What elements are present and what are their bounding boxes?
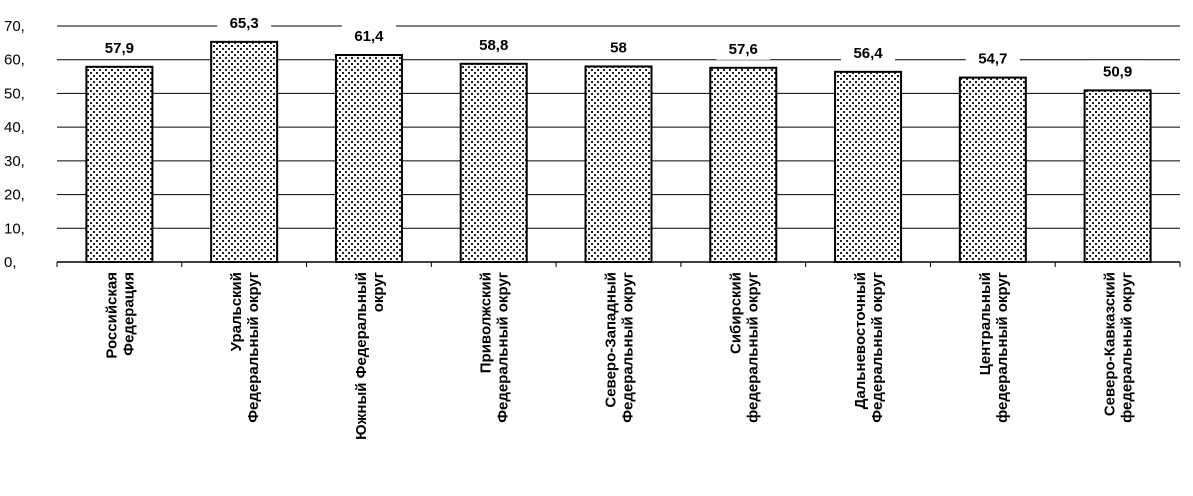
bar: [584, 65, 653, 264]
data-label-backing: [965, 47, 1020, 70]
data-label-backing: [92, 36, 147, 59]
data-label: 57,9: [105, 40, 134, 57]
data-label: 58,8: [479, 37, 508, 54]
x-category-label: Северо-Западный Федеральный округ: [603, 272, 637, 423]
x-category-label-line: Дальневосточный: [852, 272, 869, 409]
y-tick-label: 0,: [4, 254, 17, 271]
x-category-label: Южный Федеральный округ: [353, 272, 387, 440]
data-label-backing: [466, 33, 521, 56]
x-category-label-line: Федеральный округ: [869, 272, 886, 423]
y-tick-label: 50,: [4, 85, 25, 102]
data-label: 54,7: [978, 51, 1007, 68]
y-tick-label: 60,: [4, 52, 25, 69]
data-label: 65,3: [230, 15, 259, 32]
data-label: 57,6: [729, 41, 758, 58]
x-category-label: Центральный федеральный округ: [977, 272, 1011, 423]
x-category-label: Дальневосточный Федеральный округ: [852, 272, 886, 423]
x-category-label-line: Федеральный округ: [495, 272, 512, 423]
x-category-label-line: Российская: [103, 272, 120, 359]
x-category-label: Уральский Федеральный округ: [228, 272, 262, 423]
y-tick-label: 70,: [4, 18, 25, 35]
x-category-label: Российская Федерация: [103, 272, 137, 359]
bar: [459, 62, 528, 264]
bar: [958, 76, 1027, 263]
y-tick-label: 30,: [4, 153, 25, 170]
data-label: 58: [610, 39, 627, 56]
x-category-label-line: Северо-Кавказский: [1102, 272, 1119, 416]
y-tick-label: 10,: [4, 220, 25, 237]
x-category-label: Сибирский федеральный округ: [727, 272, 761, 423]
data-label: 56,4: [853, 45, 883, 62]
y-tick-label: 40,: [4, 119, 25, 136]
data-label: 50,9: [1103, 63, 1132, 80]
bar: [834, 70, 903, 263]
x-category-label-line: Центральный: [977, 272, 994, 375]
data-label-backing: [341, 24, 396, 47]
data-label-backing: [1090, 60, 1145, 83]
x-category-label-line: Приволжский: [478, 272, 495, 373]
bar: [334, 53, 403, 263]
bar: [210, 40, 279, 263]
x-category-label: Северо-Кавказский федеральный округ: [1102, 272, 1136, 423]
bar: [1083, 89, 1152, 263]
x-category-label-line: Уральский: [228, 272, 245, 351]
x-category-label-line: Северо-Западный: [603, 272, 620, 408]
x-category-label-line: Федеральный округ: [245, 272, 262, 423]
data-label-backing: [601, 36, 636, 59]
x-category-label-line: Сибирский: [727, 272, 744, 354]
data-label-backing: [716, 37, 771, 60]
x-category-label-line: федеральный округ: [994, 272, 1011, 423]
data-label-backing: [217, 11, 272, 34]
x-category-label-line: Федерация: [120, 272, 137, 356]
x-category-label-line: федеральный округ: [1119, 272, 1136, 423]
data-labels: 57,9 65,3 61,4 58,8 58 57,6 56,4 54,7 50,9: [105, 15, 1132, 81]
x-category-label-line: округ: [370, 272, 387, 312]
bar: [85, 65, 154, 264]
y-tick-label: 20,: [4, 187, 25, 204]
x-category-label-line: Южный Федеральный: [353, 272, 370, 440]
y-axis-ticks: 0, 10, 20, 30, 40, 50, 60, 70,: [4, 18, 25, 271]
data-label: 61,4: [354, 28, 384, 45]
x-category-label-line: федеральный округ: [744, 272, 761, 423]
bar: [709, 66, 778, 264]
x-category-label: Приволжский Федеральный округ: [478, 272, 512, 423]
x-axis-categories: Российская Федерация Уральский Федеральный …: [103, 272, 1135, 440]
x-category-label-line: Федеральный округ: [620, 272, 637, 423]
data-label-backing: [841, 41, 896, 64]
